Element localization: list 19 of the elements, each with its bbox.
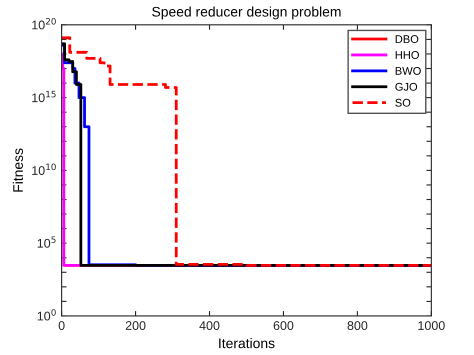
legend-label: DBO (396, 35, 418, 44)
y-axis-title: Fitness (12, 148, 23, 192)
legend-label: HHO (396, 51, 419, 59)
x-tick-label: 800 (348, 321, 368, 330)
x-tick-label: 600 (274, 321, 294, 330)
x-axis-title: Iterations (219, 338, 275, 348)
y-tick-label: 10$^{20}$ (32, 18, 56, 30)
x-tick-label: 0 (58, 321, 65, 330)
y-tick-label: 10$^{10}$ (32, 164, 56, 175)
legend-label: SO (395, 98, 410, 107)
y-tick-label: 10$^{5}$ (38, 236, 56, 248)
x-tick-label: 1000 (418, 321, 445, 330)
legend-label: BWO (396, 66, 421, 75)
x-tick-label: 400 (199, 321, 220, 330)
y-tick-label: 10$^{15}$ (32, 90, 56, 102)
x-tick-label: 200 (126, 321, 146, 330)
y-tick-label: 10$^{0}$ (38, 309, 56, 321)
chart-title: Speed reducer design problem (152, 6, 341, 20)
legend-label: GJO (395, 82, 418, 91)
